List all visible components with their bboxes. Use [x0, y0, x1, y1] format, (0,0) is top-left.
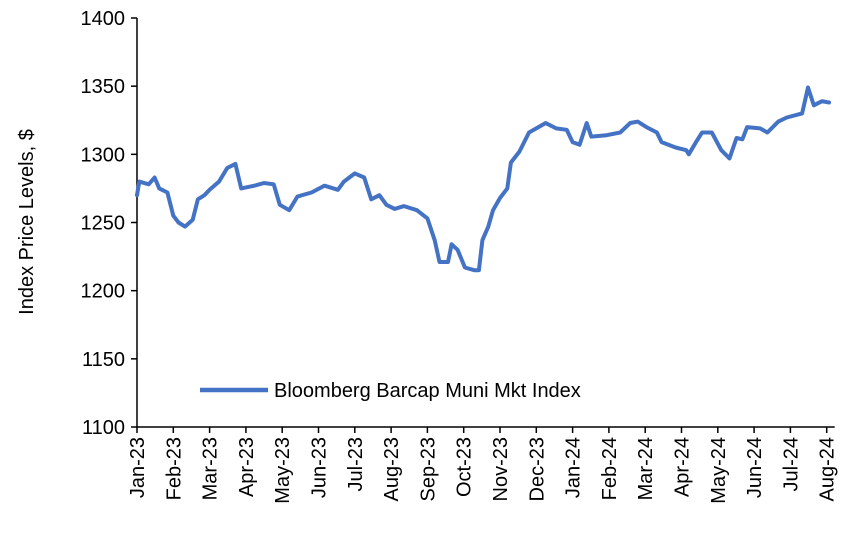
y-tick-label: 1350: [81, 76, 126, 98]
x-tick-label: Jun-23: [309, 437, 331, 498]
x-tick-label: Apr-23: [236, 437, 258, 497]
x-tick-label: Mar-24: [635, 437, 657, 500]
x-tick-label: Jul-24: [780, 437, 802, 491]
x-tick-label: Jan-23: [127, 437, 149, 498]
x-tick-label: Oct-23: [454, 437, 476, 497]
x-tick-label: Jan-24: [563, 437, 585, 498]
x-tick-label: Feb-24: [599, 437, 621, 500]
x-tick-label: Nov-23: [490, 437, 512, 501]
x-tick-label: Jun-24: [744, 437, 766, 498]
x-tick-label: Jul-23: [345, 437, 367, 491]
x-tick-label: Aug-23: [381, 437, 403, 502]
x-tick-label: Sep-23: [417, 437, 439, 502]
x-axis: Jan-23 Feb-23 Mar-23 Apr-23 May-23 Jun-23 Jul-…: [127, 427, 839, 504]
y-tick-label: 1150: [82, 349, 125, 371]
x-tick-label: Mar-23: [200, 437, 222, 500]
legend-label: Bloomberg Barcap Muni Mkt Index: [274, 380, 581, 402]
series-group: [137, 87, 829, 270]
x-tick-label: Dec-23: [526, 437, 548, 501]
legend: Bloomberg Barcap Muni Mkt Index: [200, 380, 581, 402]
x-tick-label: May-24: [708, 437, 730, 504]
y-tick-label: 1250: [81, 213, 126, 235]
y-tick-label: 1200: [81, 281, 126, 303]
x-tick-label: Aug-24: [817, 437, 839, 502]
y-tick-label: 1300: [81, 144, 126, 166]
x-tick-label: Apr-24: [672, 437, 694, 497]
y-tick-label: 1400: [81, 8, 126, 30]
y-axis: 1100 1150 1200 1250 1300 1350 1400: [81, 8, 138, 439]
y-axis-label: Index Price Levels, $: [16, 129, 38, 315]
series-line: [137, 88, 829, 271]
x-tick-label: Feb-23: [163, 437, 185, 500]
x-tick-label: May-23: [272, 437, 294, 504]
y-tick-label: 1100: [82, 417, 125, 439]
